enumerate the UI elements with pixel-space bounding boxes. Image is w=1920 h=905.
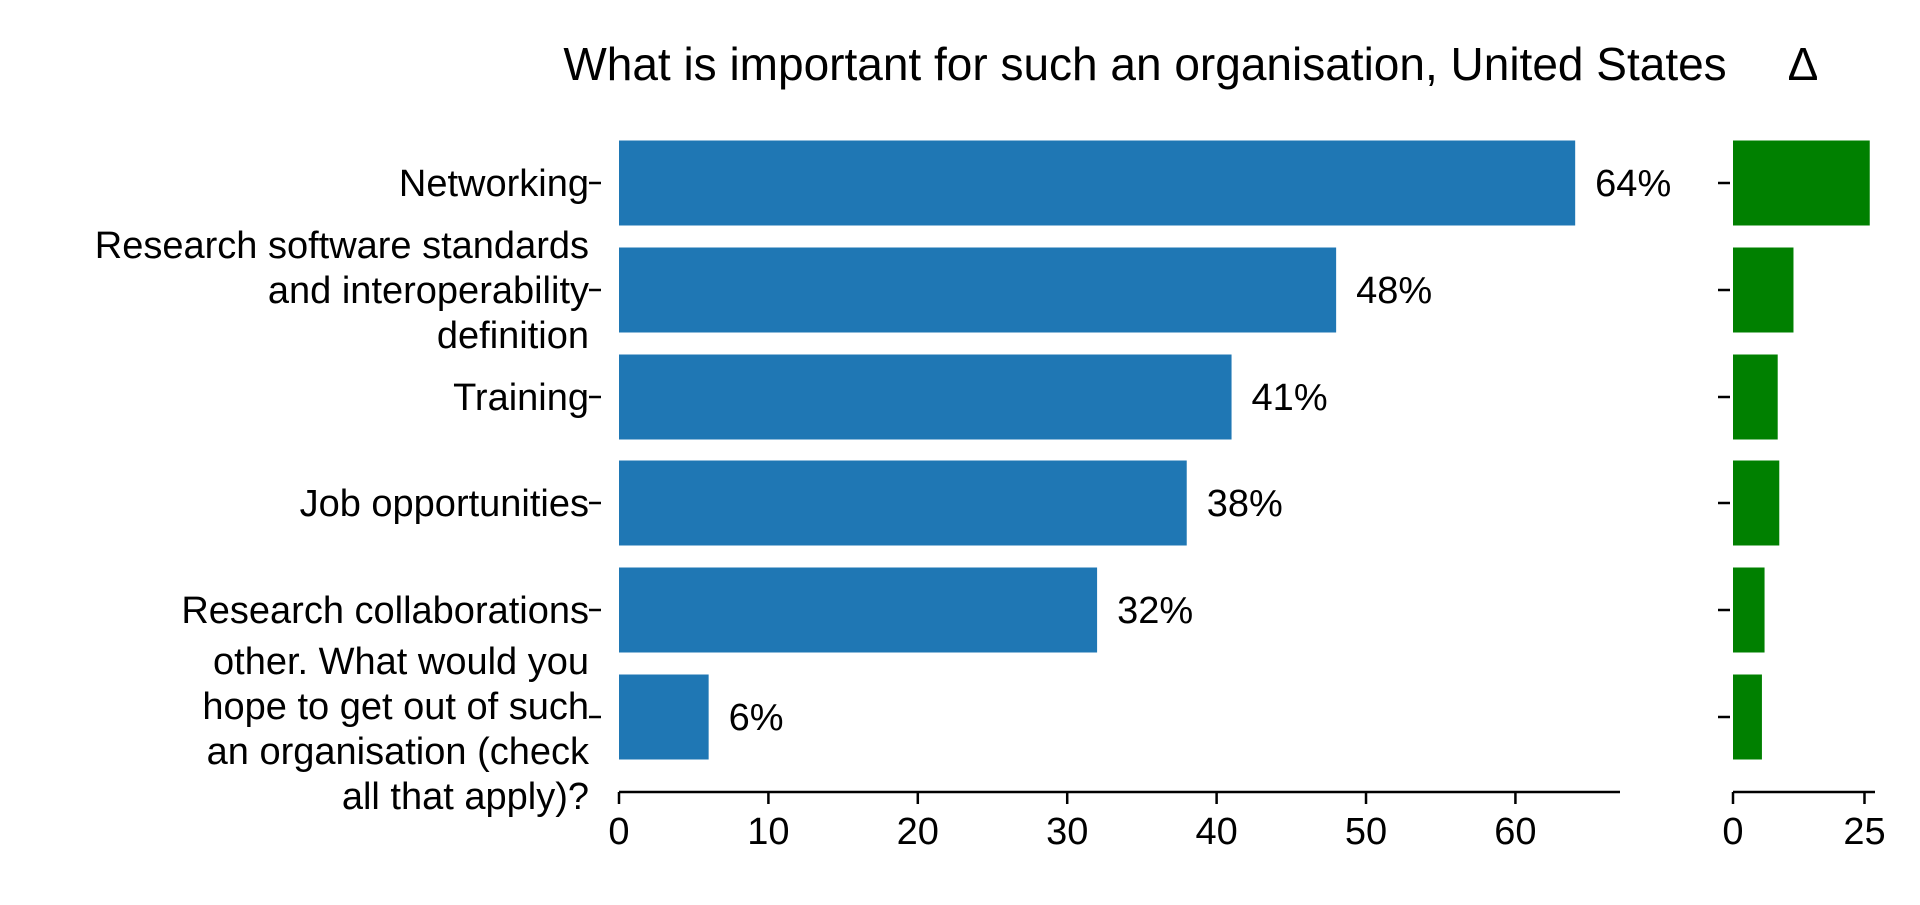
main-x-tick-label: 30 xyxy=(1046,811,1088,853)
delta-x-tick-label: 0 xyxy=(1722,811,1743,853)
main-bar xyxy=(619,460,1187,546)
main-x-tick-label: 10 xyxy=(747,811,789,853)
delta-panel-title: Δ xyxy=(1788,38,1819,90)
delta-bar xyxy=(1733,354,1778,440)
delta-x-tick-label: 25 xyxy=(1843,811,1885,853)
category-label: definition xyxy=(437,315,589,357)
bar-value-label: 41% xyxy=(1252,377,1328,419)
category-label: and interoperability xyxy=(268,270,589,312)
main-bar xyxy=(619,247,1337,333)
delta-bar-panel: 0 25 xyxy=(1718,140,1886,853)
main-bar-panel: 0 10 20 30 40 50 60 64% Networking 48% Research so… xyxy=(95,140,1671,853)
category-label: Research collaborations xyxy=(181,590,589,632)
main-x-tick-label: 0 xyxy=(608,811,629,853)
delta-bar xyxy=(1733,567,1765,653)
category-label: Research software standards xyxy=(95,225,589,267)
category-label: Training xyxy=(453,377,589,419)
main-x-tick-label: 40 xyxy=(1195,811,1237,853)
bar-value-label: 48% xyxy=(1356,270,1432,312)
main-x-tick-label: 60 xyxy=(1494,811,1536,853)
category-label: hope to get out of such xyxy=(202,686,589,728)
main-bar xyxy=(619,567,1098,653)
main-x-tick-label: 20 xyxy=(897,811,939,853)
bar-value-label: 64% xyxy=(1595,163,1671,205)
bar-value-label: 38% xyxy=(1207,483,1283,525)
bar-value-label: 32% xyxy=(1117,590,1193,632)
main-bar xyxy=(619,354,1232,440)
delta-bar xyxy=(1733,247,1794,333)
category-label: Job opportunities xyxy=(300,483,589,525)
category-label: other. What would you xyxy=(213,641,589,683)
delta-bar xyxy=(1733,140,1870,226)
main-x-tick-label: 50 xyxy=(1345,811,1387,853)
category-label: an organisation (check xyxy=(207,731,590,773)
delta-bar xyxy=(1733,460,1780,546)
category-label: Networking xyxy=(399,163,589,205)
delta-bar xyxy=(1733,674,1762,760)
chart-title: What is important for such an organisati… xyxy=(563,38,1726,90)
main-bar xyxy=(619,674,709,760)
main-bar xyxy=(619,140,1576,226)
bar-value-label: 6% xyxy=(729,697,784,739)
category-label: all that apply)? xyxy=(342,776,589,818)
